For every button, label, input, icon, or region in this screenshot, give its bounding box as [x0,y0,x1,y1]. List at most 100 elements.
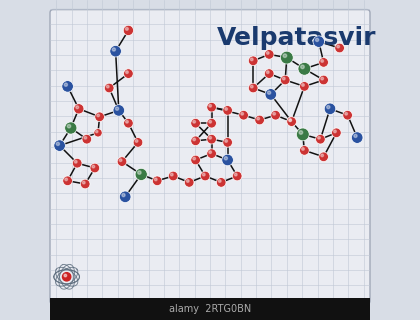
Circle shape [63,176,72,186]
Circle shape [332,128,341,138]
Circle shape [301,65,304,69]
Circle shape [299,146,309,155]
Circle shape [289,119,291,122]
Circle shape [126,28,128,30]
Circle shape [110,45,121,57]
Circle shape [135,168,147,180]
Circle shape [216,178,226,187]
Circle shape [54,140,66,151]
Circle shape [282,77,285,80]
Circle shape [225,108,228,110]
Circle shape [343,110,352,120]
Circle shape [64,274,67,277]
Circle shape [95,112,105,122]
Circle shape [273,112,276,115]
Circle shape [112,48,116,51]
Circle shape [126,120,128,123]
Circle shape [138,171,141,174]
Circle shape [168,171,178,181]
Circle shape [250,85,253,88]
Circle shape [76,106,79,109]
Circle shape [232,171,242,181]
Circle shape [287,117,297,126]
Circle shape [72,158,82,168]
Circle shape [250,58,253,61]
Circle shape [224,157,228,160]
Circle shape [289,119,291,122]
Circle shape [122,194,125,197]
Circle shape [94,129,102,137]
Circle shape [352,132,363,143]
Circle shape [319,152,328,162]
Circle shape [82,181,85,184]
Circle shape [302,148,304,150]
Circle shape [239,110,248,120]
Circle shape [63,273,71,281]
Circle shape [265,50,274,59]
Circle shape [191,136,200,146]
Circle shape [281,51,293,64]
Circle shape [74,104,84,114]
Circle shape [62,81,74,92]
Circle shape [248,83,258,93]
Circle shape [74,160,77,163]
Circle shape [106,85,109,88]
Circle shape [80,179,90,189]
Circle shape [335,43,344,53]
Circle shape [257,117,260,120]
Circle shape [302,84,304,86]
Circle shape [65,178,68,181]
Circle shape [271,110,281,120]
Circle shape [193,157,195,160]
Circle shape [225,140,228,142]
Circle shape [324,103,336,115]
Circle shape [209,151,212,154]
Circle shape [298,62,311,75]
Circle shape [222,154,234,166]
Circle shape [123,118,133,128]
Circle shape [96,130,98,133]
Circle shape [299,131,303,134]
Circle shape [119,159,122,162]
Circle shape [321,77,323,80]
Circle shape [65,122,77,134]
Circle shape [266,71,269,74]
FancyBboxPatch shape [50,298,370,320]
Text: alamy  2RTG0BN: alamy 2RTG0BN [169,304,251,314]
Circle shape [315,134,325,144]
Circle shape [193,138,195,141]
Circle shape [218,180,221,182]
Circle shape [299,82,309,91]
Circle shape [265,69,274,78]
Circle shape [315,38,319,42]
Circle shape [119,191,131,203]
Circle shape [207,102,216,112]
Circle shape [281,75,290,85]
Circle shape [56,142,60,146]
Circle shape [241,112,244,115]
Circle shape [209,120,212,123]
Circle shape [126,71,128,74]
Circle shape [319,58,328,67]
Circle shape [82,134,92,144]
Circle shape [287,117,297,126]
Circle shape [313,36,325,47]
Circle shape [117,157,127,166]
Circle shape [207,134,216,144]
Circle shape [84,136,87,139]
Circle shape [191,118,200,128]
Circle shape [186,180,189,182]
Circle shape [321,154,323,157]
Circle shape [90,163,100,173]
Circle shape [135,140,138,142]
Circle shape [123,69,133,78]
Circle shape [97,114,100,117]
Circle shape [266,52,269,54]
Circle shape [318,136,320,139]
Circle shape [105,83,114,93]
Circle shape [333,130,336,133]
Circle shape [171,173,173,176]
Circle shape [64,83,68,86]
Circle shape [223,138,232,147]
Circle shape [67,124,71,128]
